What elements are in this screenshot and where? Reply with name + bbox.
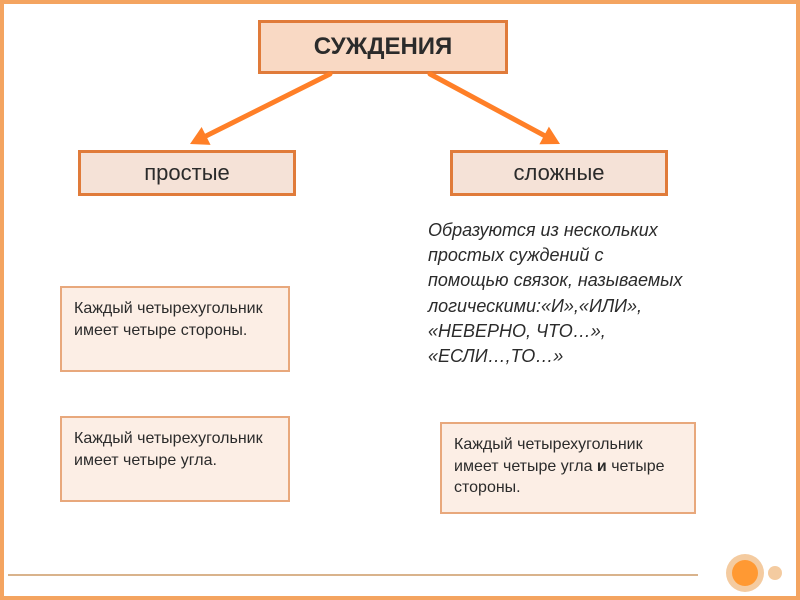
box-quad-both: Каждый четырехугольник имеет четыре угла… — [440, 422, 696, 514]
nav-dot-next[interactable] — [768, 566, 782, 580]
nav-dot-active[interactable] — [732, 560, 758, 586]
arrow-right-icon — [410, 54, 580, 164]
bottom-line — [8, 574, 698, 576]
complex-description: Образуются из несколькихпростых суждений… — [428, 218, 758, 369]
box-quad-angles: Каждый четырехугольник имеет четыре угла… — [60, 416, 290, 502]
dot-nav — [732, 560, 782, 586]
box-quad-angles-text: Каждый четырехугольник имеет четыре угла… — [74, 430, 263, 469]
box-quad-both-text: Каждый четырехугольник имеет четыре угла… — [454, 436, 665, 496]
box-quad-sides-text: Каждый четырехугольник имеет четыре стор… — [74, 300, 263, 339]
box-quad-sides: Каждый четырехугольник имеет четыре стор… — [60, 286, 290, 372]
arrow-left-icon — [170, 54, 350, 164]
